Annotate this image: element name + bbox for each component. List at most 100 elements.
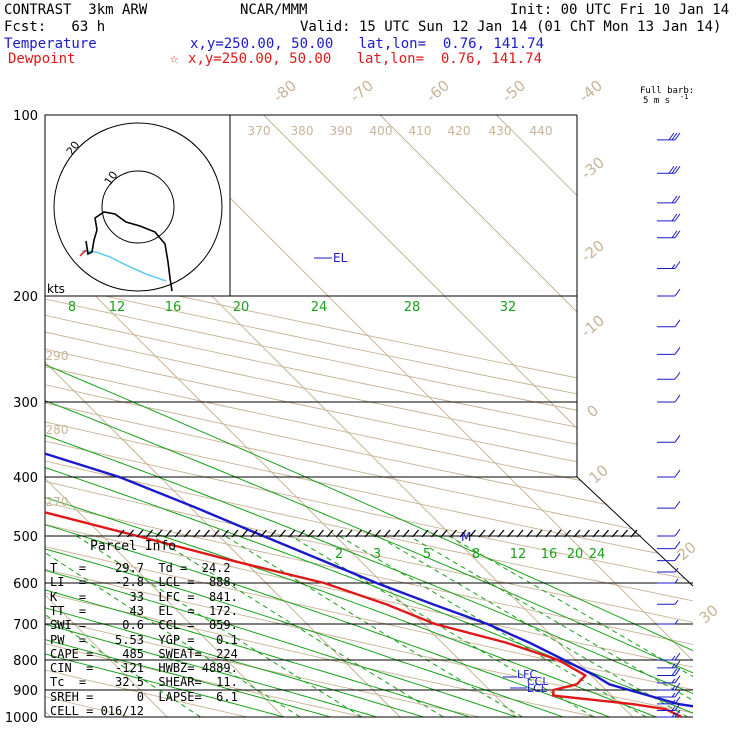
isotherm-label--20: -20 bbox=[578, 236, 608, 266]
wind-barb-flag bbox=[674, 394, 681, 403]
wind-barb bbox=[657, 689, 681, 698]
wind-barb-half bbox=[674, 599, 679, 605]
isotherm bbox=[45, 115, 401, 717]
pressure-label-900: 900 bbox=[13, 684, 38, 699]
dry-adiabat bbox=[45, 115, 480, 717]
wind-barb-flag bbox=[674, 500, 681, 509]
wind-barb bbox=[657, 619, 679, 625]
wind-barb-flag bbox=[674, 132, 681, 141]
moist-adiabat-label-16: 16 bbox=[165, 300, 182, 315]
isotherm-label--10: -10 bbox=[578, 311, 608, 341]
hatch-mark bbox=[146, 529, 153, 538]
hatch-mark bbox=[488, 529, 495, 538]
wind-barb bbox=[657, 660, 681, 669]
hatch-mark bbox=[630, 529, 638, 538]
hatch-mark bbox=[288, 529, 296, 538]
dry-adiabat bbox=[45, 115, 693, 717]
wind-barb-flag bbox=[674, 261, 681, 269]
hatch-mark bbox=[269, 529, 277, 538]
parcel-info-row: CELL = 016/12 bbox=[50, 704, 144, 718]
pressure-label-700: 700 bbox=[13, 618, 38, 633]
wind-barb bbox=[657, 652, 681, 661]
wind-barb-flag bbox=[671, 668, 678, 676]
dry-adiabat bbox=[45, 115, 693, 717]
sounding-curves bbox=[45, 115, 693, 717]
wind-barb-half bbox=[671, 678, 676, 684]
wind-barb-half bbox=[671, 706, 676, 711]
hatch-mark bbox=[592, 529, 600, 538]
isotherm bbox=[263, 115, 693, 717]
hodo-unit-label: kts bbox=[47, 282, 65, 296]
hatch-mark bbox=[184, 529, 191, 538]
wind-barb-half bbox=[671, 699, 676, 705]
wind-barb-half bbox=[674, 578, 679, 584]
moist-adiabat bbox=[45, 295, 470, 717]
moist-adiabat-label-28: 28 bbox=[404, 300, 421, 315]
dry-adiabat bbox=[45, 115, 693, 717]
wind-barb bbox=[657, 230, 681, 239]
wind-barb bbox=[657, 528, 681, 537]
dry-adiabat-label-420: 420 bbox=[448, 124, 471, 138]
wind-barb bbox=[657, 675, 681, 684]
wind-barb-half bbox=[674, 567, 679, 573]
moist-adiabat-label-8: 8 bbox=[68, 300, 76, 315]
dry-adiabat-label-440: 440 bbox=[530, 124, 553, 138]
wind-barb-flag bbox=[671, 230, 678, 239]
isotherm-label--40: -40 bbox=[576, 76, 606, 106]
hatch-mark bbox=[231, 529, 239, 538]
hatch-mark bbox=[345, 529, 353, 538]
pressure-label-300: 300 bbox=[13, 396, 38, 411]
dry-adiabat bbox=[45, 115, 693, 717]
dewpoint-line bbox=[45, 115, 683, 717]
hatch-mark bbox=[469, 529, 476, 538]
mixing-ratio-label-20: 20 bbox=[567, 547, 584, 562]
wind-barb bbox=[657, 261, 681, 269]
hatch-mark bbox=[212, 529, 220, 538]
wind-barb-flag bbox=[671, 132, 678, 141]
temperature-line bbox=[45, 115, 693, 717]
hatch-mark bbox=[412, 529, 419, 538]
isotherm-label--70: -70 bbox=[347, 76, 377, 106]
parcel-info-row: SWI = 0.6 CCL = 859. bbox=[50, 618, 238, 633]
parcel-info-row: T = 29.7 Td = 24.2 bbox=[50, 561, 231, 575]
temperature-legend: Temperature bbox=[4, 36, 97, 52]
wind-barb-flag bbox=[674, 165, 681, 174]
wind-barb bbox=[657, 709, 681, 718]
barb-legend-line1: Full barb: bbox=[640, 86, 695, 96]
dry-adiabat bbox=[45, 115, 693, 717]
mixing-ratio-line bbox=[76, 535, 363, 717]
hatch-mark bbox=[279, 529, 286, 538]
dry-adiabat-label-380: 380 bbox=[291, 124, 314, 138]
wind-barb-flag bbox=[674, 652, 681, 661]
hatch-mark bbox=[621, 529, 628, 538]
wind-barb bbox=[657, 599, 679, 605]
hatch-mark bbox=[573, 529, 581, 538]
wind-barb-flag bbox=[674, 553, 681, 561]
wind-barb-flag bbox=[674, 230, 681, 239]
wind-barb-flag bbox=[671, 165, 678, 174]
moist-adiabat-label-12: 12 bbox=[109, 300, 126, 315]
wind-barb-half bbox=[671, 264, 676, 269]
hatch-mark bbox=[155, 529, 163, 538]
dry-adiabat-label-390: 390 bbox=[330, 124, 353, 138]
wind-barb-half bbox=[671, 655, 676, 661]
hodo-trace-upper bbox=[85, 211, 173, 292]
isotherm-label--80: -80 bbox=[270, 76, 300, 106]
mixing-ratio-label-16: 16 bbox=[541, 547, 558, 562]
run-title: CONTRAST 3km ARW bbox=[4, 2, 148, 18]
ccl-label: CCL bbox=[527, 675, 549, 688]
dry-adiabat-label-290: 290 bbox=[46, 349, 69, 363]
wind-barb-flag bbox=[674, 319, 681, 328]
parcel-info-title: Parcel Info bbox=[90, 539, 177, 554]
dry-adiabat bbox=[45, 115, 693, 717]
moist-adiabat-label-20: 20 bbox=[233, 300, 250, 315]
pressure-axis: 100 200 300 400 500 600 700 800 900 1000 bbox=[5, 109, 38, 726]
dry-adiabat-label-270: 270 bbox=[46, 495, 69, 509]
hatch-mark bbox=[516, 529, 524, 538]
hatch-mark bbox=[307, 529, 315, 538]
mixing-ratio-label-5: 5 bbox=[423, 547, 431, 562]
wind-barb-flag bbox=[674, 703, 681, 711]
wind-barbs bbox=[657, 132, 681, 718]
wind-barb-flag bbox=[674, 709, 681, 718]
hatch-mark bbox=[326, 529, 334, 538]
